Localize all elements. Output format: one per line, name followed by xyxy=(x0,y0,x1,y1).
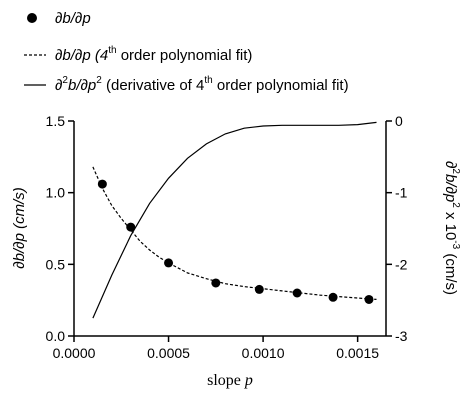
y-left-tick-label: 0.5 xyxy=(46,256,66,272)
fit-line xyxy=(92,166,377,300)
x-tick-label: 0.0005 xyxy=(147,345,190,361)
data-point xyxy=(97,179,107,189)
y-right-tick-label: -2 xyxy=(395,256,408,272)
y-axis-left-label: ∂b/∂p (cm/s) xyxy=(11,187,28,269)
data-point xyxy=(292,288,302,298)
y-ticks-left: 0.0 0.5 1.0 1.5 xyxy=(46,113,74,344)
data-point xyxy=(254,284,264,294)
data-point xyxy=(164,258,174,268)
legend: ∂b/∂p ∂b/∂p (4th order polynomial fit) ∂… xyxy=(24,10,349,94)
legend-label-points: ∂b/∂p xyxy=(55,10,91,27)
x-tick-label: 0.0015 xyxy=(336,345,379,361)
x-tick-label: 0.0010 xyxy=(242,345,285,361)
y-axis-right-label: ∂2b/∂p2 x 10-3 (cm/s) xyxy=(442,161,461,295)
axes xyxy=(73,121,387,337)
y-left-tick-label: 1.5 xyxy=(46,113,66,129)
y-left-tick-label: 1.0 xyxy=(46,185,66,201)
series-layer xyxy=(92,121,377,319)
y-right-tick-label: -1 xyxy=(395,185,408,201)
data-point xyxy=(328,292,338,302)
y-right-tick-label: -3 xyxy=(395,328,408,344)
legend-label-deriv: ∂2b/∂p2 (derivative of 4th order polynom… xyxy=(55,75,349,94)
x-axis-label: slope p xyxy=(207,372,253,389)
data-point xyxy=(364,294,374,304)
data-point xyxy=(126,222,136,232)
x-tick-label: 0.0000 xyxy=(53,345,96,361)
y-left-tick-label: 0.0 xyxy=(46,328,66,344)
data-point xyxy=(211,278,221,288)
y-right-tick-label: 0 xyxy=(395,113,403,129)
legend-marker-points xyxy=(27,13,37,23)
derivative-line xyxy=(92,121,377,319)
y-ticks-right: 0 -1 -2 -3 xyxy=(386,113,408,344)
legend-label-fit: ∂b/∂p (4th order polynomial fit) xyxy=(55,45,252,64)
x-ticks: 0.0000 0.0005 0.0010 0.0015 xyxy=(53,336,379,361)
